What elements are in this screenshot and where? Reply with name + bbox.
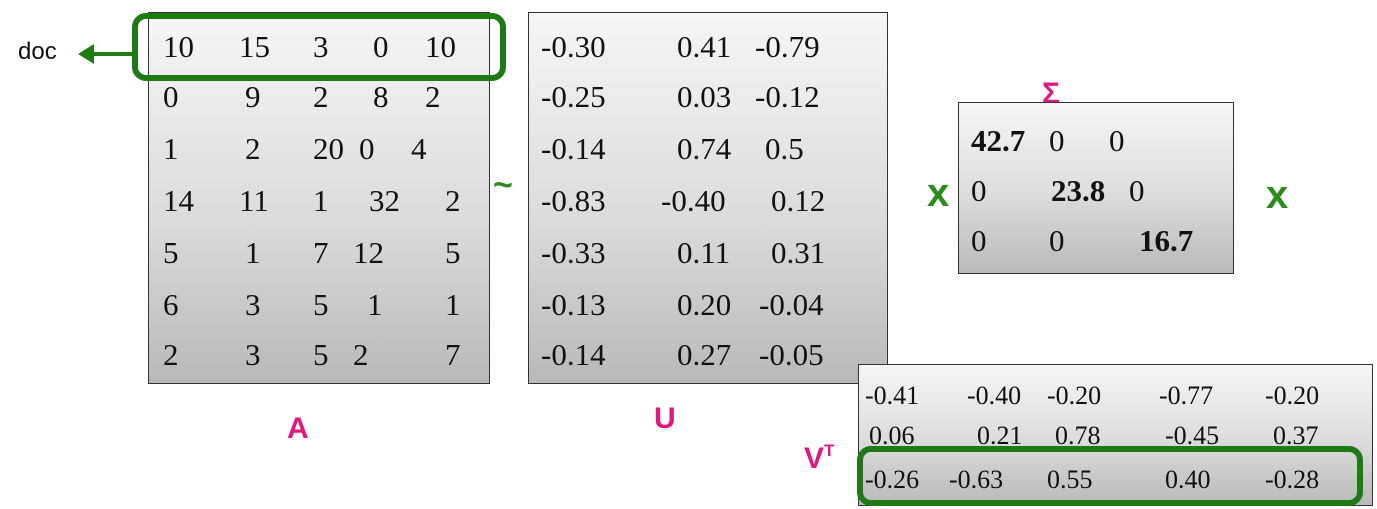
matrix-vt-cell: 0.06 bbox=[869, 421, 915, 450]
matrix-u-cell: -0.12 bbox=[755, 79, 820, 114]
matrix-a-cell: 5 bbox=[445, 235, 461, 270]
matrix-a-cell: 2 bbox=[245, 131, 261, 166]
matrix-sigma-cell: 0 bbox=[1049, 123, 1065, 158]
matrix-u-cell: 0.11 bbox=[677, 235, 731, 270]
matrix-vt-cell: -0.20 bbox=[1047, 381, 1102, 410]
matrix-vt-cell: -0.26 bbox=[865, 465, 920, 494]
matrix-a-cell: 7 bbox=[313, 235, 329, 270]
matrix-a-cell: 7 bbox=[445, 337, 461, 372]
matrix-u-cell: -0.13 bbox=[541, 287, 606, 322]
matrix-vt-cell: -0.41 bbox=[865, 381, 920, 410]
matrix-u-cell: 0.20 bbox=[677, 287, 732, 322]
multiply-symbol: x bbox=[1266, 173, 1289, 217]
matrix-a-cell: 4 bbox=[411, 131, 427, 166]
matrix-vt: -0.41 -0.40 -0.20 -0.77 -0.20 0.06 0.21 … bbox=[858, 364, 1373, 506]
matrix-vt-cell: -0.77 bbox=[1159, 381, 1214, 410]
matrix-a-cell: 20 bbox=[313, 131, 344, 166]
matrix-u-cell: 0.31 bbox=[771, 235, 826, 270]
matrix-u-cell: -0.40 bbox=[661, 183, 726, 218]
doc-label: doc bbox=[18, 38, 57, 65]
matrix-u-cell: -0.83 bbox=[541, 183, 606, 218]
matrix-a: 10 15 3 0 10 0 9 2 8 2 1 2 20 0 4 14 11 … bbox=[148, 12, 490, 384]
matrix-u-cell: -0.04 bbox=[759, 287, 824, 322]
matrix-u-cell: 0.5 bbox=[765, 131, 804, 166]
matrix-vt-cell: 0.21 bbox=[977, 421, 1023, 450]
matrix-u-cell: 0.41 bbox=[677, 29, 732, 64]
matrix-a-cell: 15 bbox=[239, 29, 270, 64]
matrix-u-cell: -0.30 bbox=[541, 29, 606, 64]
matrix-a-cell: 32 bbox=[369, 183, 400, 218]
matrix-a-label: A bbox=[287, 412, 309, 445]
matrix-vt-label-sup: T bbox=[824, 441, 835, 460]
matrix-a-cell: 3 bbox=[313, 29, 329, 64]
matrix-a-cell: 14 bbox=[163, 183, 194, 218]
matrix-sigma-cell: 0 bbox=[971, 173, 987, 208]
matrix-a-cell: 0 bbox=[373, 29, 389, 64]
matrix-a-cell: 1 bbox=[367, 287, 383, 322]
matrix-sigma-cell: 16.7 bbox=[1139, 223, 1194, 258]
matrix-a-cell: 1 bbox=[245, 235, 261, 270]
matrix-a-cell: 1 bbox=[163, 131, 179, 166]
matrix-u-label: U bbox=[654, 402, 676, 435]
matrix-a-cell: 5 bbox=[313, 337, 329, 372]
matrix-a-cell: 5 bbox=[163, 235, 179, 270]
matrix-a-cell: 0 bbox=[163, 79, 179, 114]
matrix-sigma-cell: 0 bbox=[971, 223, 987, 258]
matrix-u-cell: -0.05 bbox=[759, 337, 824, 372]
matrix-a-cell: 1 bbox=[313, 183, 329, 218]
matrix-sigma-label: Σ bbox=[1042, 77, 1061, 110]
matrix-sigma-cell: 23.8 bbox=[1051, 173, 1106, 208]
matrix-a-cell: 11 bbox=[239, 183, 269, 218]
matrix-a-cell: 9 bbox=[245, 79, 261, 114]
matrix-sigma: 42.7 0 0 0 23.8 0 0 0 16.7 bbox=[958, 102, 1234, 274]
matrix-a-cell: 2 bbox=[163, 337, 179, 372]
left-arrow-icon bbox=[78, 44, 136, 64]
matrix-vt-cell: 0.40 bbox=[1165, 465, 1211, 494]
matrix-u-cell: 0.74 bbox=[677, 131, 732, 166]
matrix-vt-cell: -0.40 bbox=[967, 381, 1022, 410]
approx-symbol: ~ bbox=[493, 166, 513, 204]
matrix-u-cell: 0.12 bbox=[771, 183, 826, 218]
matrix-u-cell: -0.25 bbox=[541, 79, 606, 114]
matrix-a-cell: 3 bbox=[245, 287, 261, 322]
matrix-u-cell: -0.79 bbox=[755, 29, 820, 64]
matrix-a-cell: 2 bbox=[445, 183, 461, 218]
matrix-u-cell: 0.27 bbox=[677, 337, 732, 372]
matrix-a-cell: 10 bbox=[425, 29, 456, 64]
matrix-vt-label: VT bbox=[804, 441, 835, 475]
matrix-vt-cell: -0.63 bbox=[949, 465, 1004, 494]
matrix-sigma-cell: 0 bbox=[1049, 223, 1065, 258]
matrix-vt-cell: -0.28 bbox=[1265, 465, 1320, 494]
matrix-vt-cell: 0.37 bbox=[1273, 421, 1319, 450]
matrix-u-cell: -0.14 bbox=[541, 131, 606, 166]
matrix-a-cell: 1 bbox=[445, 287, 461, 322]
matrix-a-cell: 12 bbox=[353, 235, 384, 270]
matrix-u-cell: -0.33 bbox=[541, 235, 606, 270]
matrix-vt-cell: -0.20 bbox=[1265, 381, 1320, 410]
matrix-u: -0.30 0.41 -0.79 -0.25 0.03 -0.12 -0.14 … bbox=[528, 12, 888, 384]
matrix-a-cell: 2 bbox=[425, 79, 441, 114]
matrix-u-cell: -0.14 bbox=[541, 337, 606, 372]
matrix-u-cell: 0.03 bbox=[677, 79, 732, 114]
matrix-a-cell: 6 bbox=[163, 287, 179, 322]
matrix-sigma-cell: 0 bbox=[1129, 173, 1145, 208]
matrix-a-cell: 10 bbox=[163, 29, 194, 64]
matrix-a-cell: 0 bbox=[359, 131, 375, 166]
matrix-a-cell: 3 bbox=[245, 337, 261, 372]
matrix-sigma-cell: 42.7 bbox=[971, 123, 1026, 158]
matrix-a-cell: 5 bbox=[313, 287, 329, 322]
matrix-vt-cell: -0.45 bbox=[1165, 421, 1220, 450]
matrix-vt-cell: 0.78 bbox=[1055, 421, 1101, 450]
topic-row-highlight bbox=[857, 446, 1363, 506]
matrix-a-cell: 8 bbox=[373, 79, 389, 114]
matrix-vt-cell: 0.55 bbox=[1047, 465, 1093, 494]
matrix-vt-label-base: V bbox=[804, 442, 825, 475]
multiply-symbol: x bbox=[927, 171, 950, 215]
matrix-a-cell: 2 bbox=[313, 79, 329, 114]
matrix-a-cell: 2 bbox=[353, 337, 369, 372]
matrix-sigma-cell: 0 bbox=[1109, 123, 1125, 158]
doc-row-highlight bbox=[132, 13, 506, 81]
